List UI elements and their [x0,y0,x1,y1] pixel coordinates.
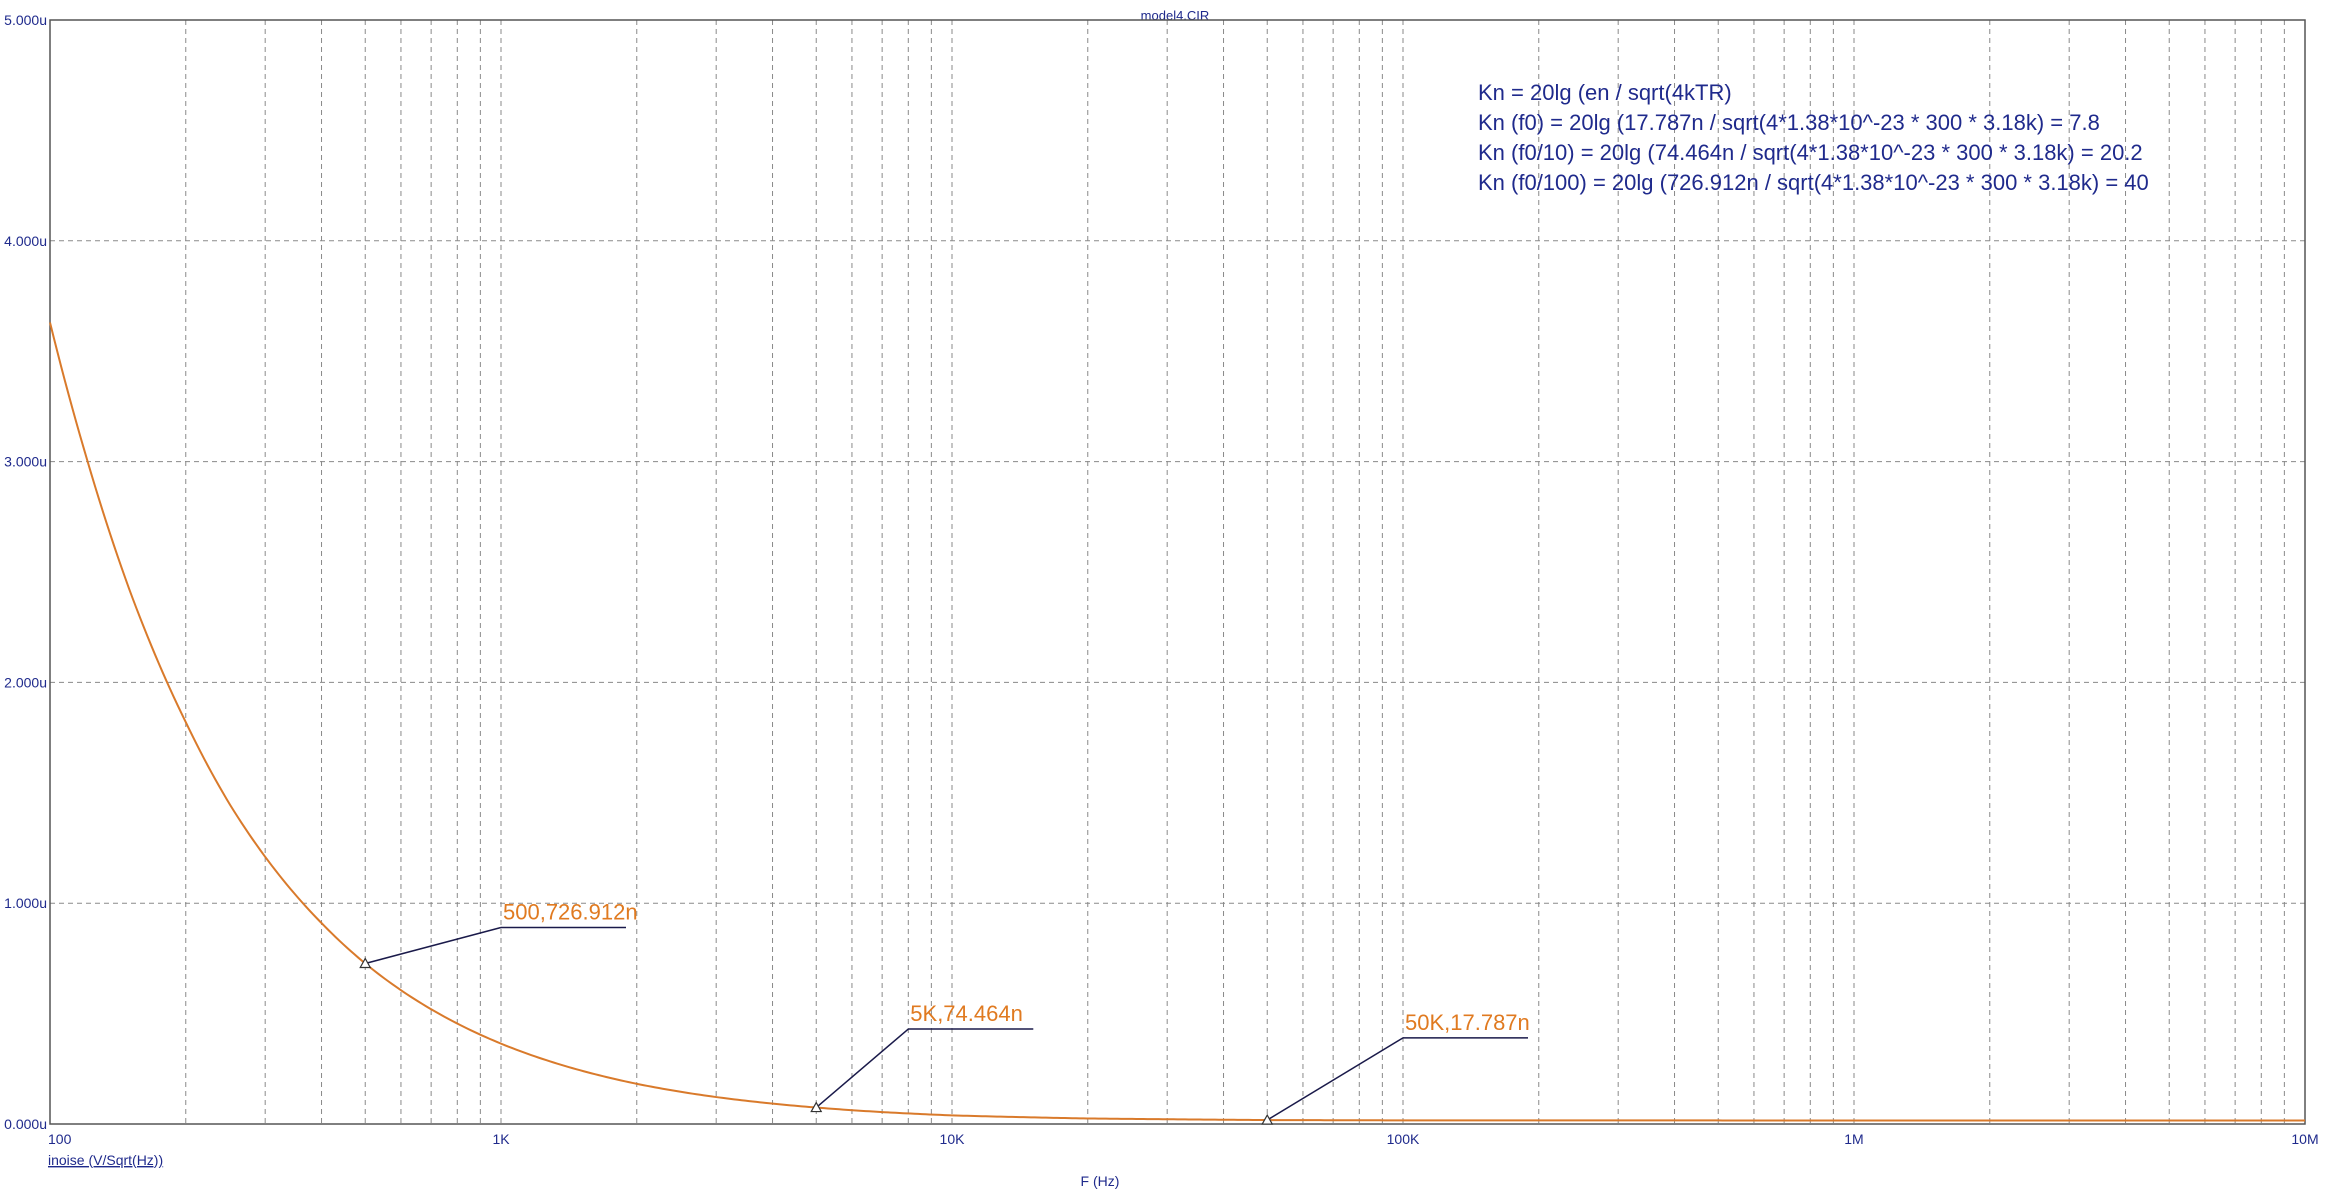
marker-label: 50K,17.787n [1405,1010,1530,1035]
marker: 50K,17.787n [1261,1010,1530,1125]
x-axis-title: F (Hz) [1081,1173,1120,1189]
inoise-trace [49,322,2305,1122]
x-tick-label: 1M [1844,1131,1863,1147]
y-axis-ticks: 0.000u 1.000u 2.000u 3.000u 4.000u 5.000u [4,12,47,1132]
y-tick-label: 5.000u [4,12,47,28]
formula-annotations: Kn = 20lg (en / sqrt(4kTR) Kn (f0) = 20lg… [1478,80,2149,195]
trace-legend-label[interactable]: inoise (V/Sqrt(Hz)) [48,1152,163,1168]
marker-label: 500,726.912n [503,899,638,924]
y-tick-label: 0.000u [4,1116,47,1132]
x-tick-label: 100 [48,1131,72,1147]
y-tick-label: 4.000u [4,233,47,249]
grid-lines [50,20,2305,1124]
x-tick-label: 100K [1387,1131,1420,1147]
x-tick-label: 10M [2291,1131,2318,1147]
formula-line: Kn (f0) = 20lg (17.787n / sqrt(4*1.38*10… [1478,110,2100,135]
y-tick-label: 1.000u [4,895,47,911]
marker-triangle-icon [810,1101,823,1113]
marker: 5K,74.464n [810,1001,1034,1113]
marker-triangle-icon [1261,1113,1274,1125]
formula-line: Kn (f0/10) = 20lg (74.464n / sqrt(4*1.38… [1478,140,2143,165]
marker: 500,726.912n [359,899,638,969]
y-tick-label: 3.000u [4,454,47,470]
marker-label: 5K,74.464n [910,1001,1023,1026]
marker-leader-line [815,1028,909,1109]
marker-leader-line [1266,1037,1404,1121]
marker-leader-line [365,926,502,965]
plot-frame [49,19,2306,1125]
formula-line: Kn = 20lg (en / sqrt(4kTR) [1478,80,1732,105]
marker-layer: 500,726.912n 5K,74.464n 50K,17.787n [359,899,1530,1125]
x-tick-label: 1K [492,1131,510,1147]
x-tick-label: 10K [940,1131,966,1147]
marker-triangle-icon [359,957,372,969]
y-tick-label: 2.000u [4,674,47,690]
x-axis-ticks: 100 1K 10K 100K 1M 10M [48,1131,2319,1147]
formula-line: Kn (f0/100) = 20lg (726.912n / sqrt(4*1.… [1478,170,2149,195]
